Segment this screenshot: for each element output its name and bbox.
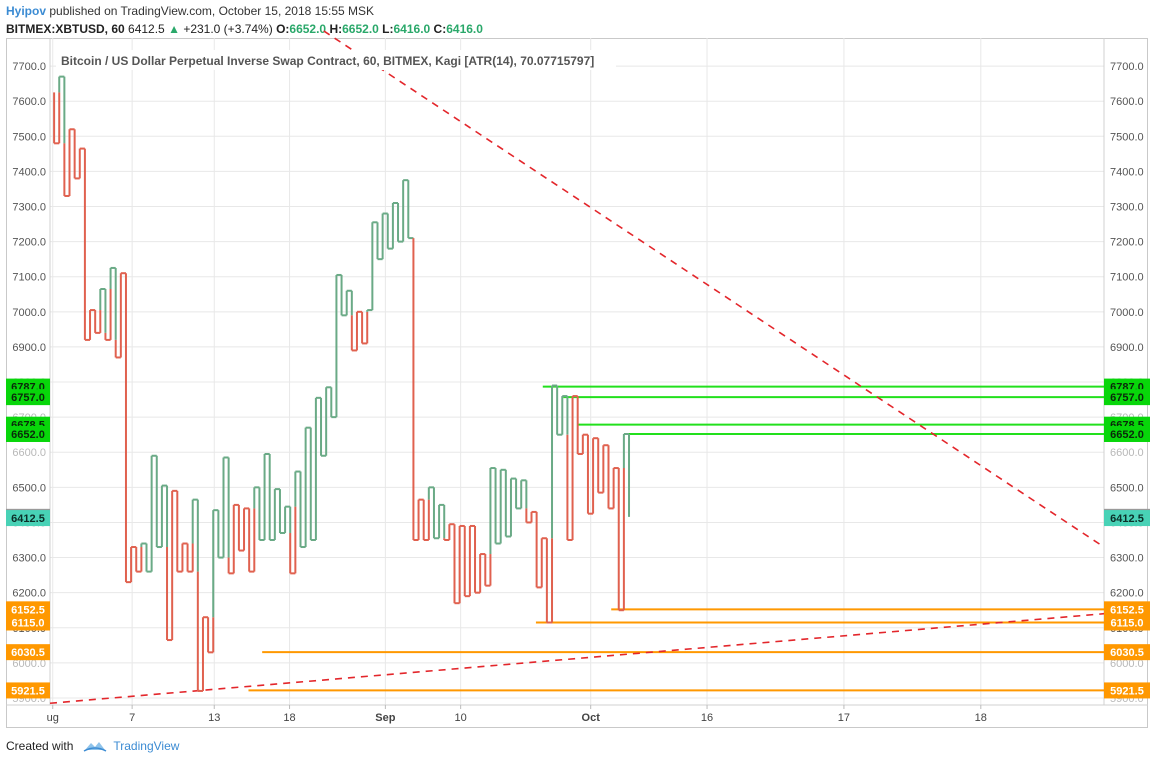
y-tick-label-left: 7300.0 [12, 202, 46, 214]
price-label-text: 6030.5 [11, 647, 45, 659]
y-tick-label-right: 7500.0 [1110, 131, 1144, 143]
kagi-chart[interactable]: 7700.0 7600.0 7500.0 7400.0 7300.0 7200.0 7100… [0, 0, 1156, 730]
price-label-right [1104, 425, 1150, 442]
left-price-axis[interactable]: 7700.0 7600.0 7500.0 7400.0 7300.0 7200.0 7100… [12, 61, 46, 705]
y-tick-label-right: 7100.0 [1110, 272, 1144, 284]
y-tick-label-right: 7600.0 [1110, 96, 1144, 108]
descending-trendline[interactable] [323, 30, 1105, 548]
tradingview-link[interactable]: TradingView [113, 739, 180, 753]
y-tick-label-left: 6200.0 [12, 588, 46, 600]
last-price: 6412.5 [128, 22, 165, 36]
price-label-left [6, 644, 50, 661]
price-label-right [1104, 510, 1150, 527]
price-label-left [6, 682, 50, 699]
y-tick-label-left: 7500.0 [12, 131, 46, 143]
symbol-name: BITMEX:XBTUSD, 60 [6, 22, 125, 36]
price-label-right [1104, 644, 1150, 661]
y-tick-label-right: 6200.0 [1110, 588, 1144, 600]
price-label-text: 6757.0 [11, 392, 45, 404]
y-tick-label-left: 6600.0 [12, 447, 46, 459]
chart-title-bg [56, 50, 616, 70]
trend-lines [49, 30, 1105, 705]
price-label-text: 5921.5 [1110, 685, 1144, 697]
x-tick-label: 13 [208, 712, 220, 724]
price-label-left [6, 425, 50, 442]
price-label-left [6, 510, 50, 527]
close-value: 6416.0 [446, 22, 483, 36]
x-tick-label: 7 [129, 712, 135, 724]
price-label-right [1104, 601, 1150, 618]
price-label-left [6, 601, 50, 618]
price-label-text: 6152.5 [1110, 604, 1144, 616]
published-info: published on TradingView.com, October 15… [49, 4, 375, 18]
price-label-text: 6757.0 [1110, 392, 1144, 404]
price-label-right [1104, 389, 1150, 406]
price-label-text: 6652.0 [1110, 429, 1144, 441]
open-label: O: [276, 22, 290, 36]
price-label-text: 5921.5 [11, 685, 45, 697]
x-tick-label: Sep [375, 712, 395, 724]
y-tick-label-left: 6900.0 [12, 342, 46, 354]
y-tick-label-left: 6300.0 [12, 553, 46, 565]
price-label-text: 6412.5 [1110, 513, 1144, 525]
price-label-right [1104, 682, 1150, 699]
y-tick-label-right: 7400.0 [1110, 166, 1144, 178]
price-label-text: 6030.5 [1110, 647, 1144, 659]
created-with-text: Created with [6, 739, 74, 753]
high-label: H: [329, 22, 343, 36]
grid [50, 38, 1104, 705]
time-axis[interactable]: ug 7 13 18 Sep 10 Oct 16 17 18 [47, 705, 987, 724]
low-label: L: [382, 22, 394, 36]
price-label-left [6, 389, 50, 406]
price-label-right [1104, 614, 1150, 631]
low-value: 6416.0 [393, 22, 431, 36]
tradingview-cloud-icon[interactable] [83, 739, 107, 753]
author-name[interactable]: Hyipov [6, 4, 47, 18]
y-tick-label-right: 7300.0 [1110, 202, 1144, 214]
footer: Created with TradingView [6, 739, 179, 753]
price-label-text: 6152.5 [11, 604, 45, 616]
x-tick-label: 10 [455, 712, 467, 724]
price-label-text: 6115.0 [11, 618, 44, 630]
y-tick-label-right: 7200.0 [1110, 237, 1144, 249]
y-tick-label-left: 6500.0 [12, 482, 46, 494]
price-label-text: 6412.5 [11, 513, 45, 525]
x-tick-label: 16 [701, 712, 713, 724]
x-tick-label: 18 [975, 712, 987, 724]
y-tick-label-left: 7200.0 [12, 237, 46, 249]
y-tick-label-right: 6000.0 [1110, 658, 1144, 670]
x-tick-label: 17 [838, 712, 850, 724]
y-tick-label-right: 7700.0 [1110, 61, 1144, 73]
price-label-text: 6115.0 [1110, 618, 1143, 630]
horizontal-levels [248, 385, 1104, 692]
chart-title: Bitcoin / US Dollar Perpetual Inverse Sw… [61, 54, 594, 68]
y-tick-label-right: 6600.0 [1110, 447, 1144, 459]
x-tick-label: ug [47, 712, 59, 724]
symbol-legend: BITMEX:XBTUSD, 60 6412.5 ▲ +231.0 (+3.74… [6, 21, 483, 37]
y-tick-label-left: 7400.0 [12, 166, 46, 178]
price-label-left [6, 614, 50, 631]
high-value: 6652.0 [342, 22, 379, 36]
kagi-series [53, 75, 631, 692]
y-tick-label-right: 6900.0 [1110, 342, 1144, 354]
y-tick-label-right: 6500.0 [1110, 482, 1144, 494]
x-tick-label: 18 [283, 712, 295, 724]
open-value: 6652.0 [289, 22, 327, 36]
x-tick-label: Oct [582, 712, 601, 724]
y-tick-label-left: 7000.0 [12, 307, 46, 319]
publication-header: Hyipov published on TradingView.com, Oct… [6, 3, 374, 19]
price-change: +231.0 (+3.74%) [183, 22, 273, 36]
y-tick-label-right: 6300.0 [1110, 553, 1144, 565]
y-tick-label-left: 7600.0 [12, 96, 46, 108]
up-arrow-icon: ▲ [168, 22, 180, 36]
y-tick-label-left: 7100.0 [12, 272, 46, 284]
y-tick-label-left: 7700.0 [12, 61, 46, 73]
y-tick-label-left: 6000.0 [12, 658, 46, 670]
y-tick-label-right: 7000.0 [1110, 307, 1144, 319]
price-label-text: 6652.0 [11, 429, 45, 441]
close-label: C: [433, 22, 447, 36]
